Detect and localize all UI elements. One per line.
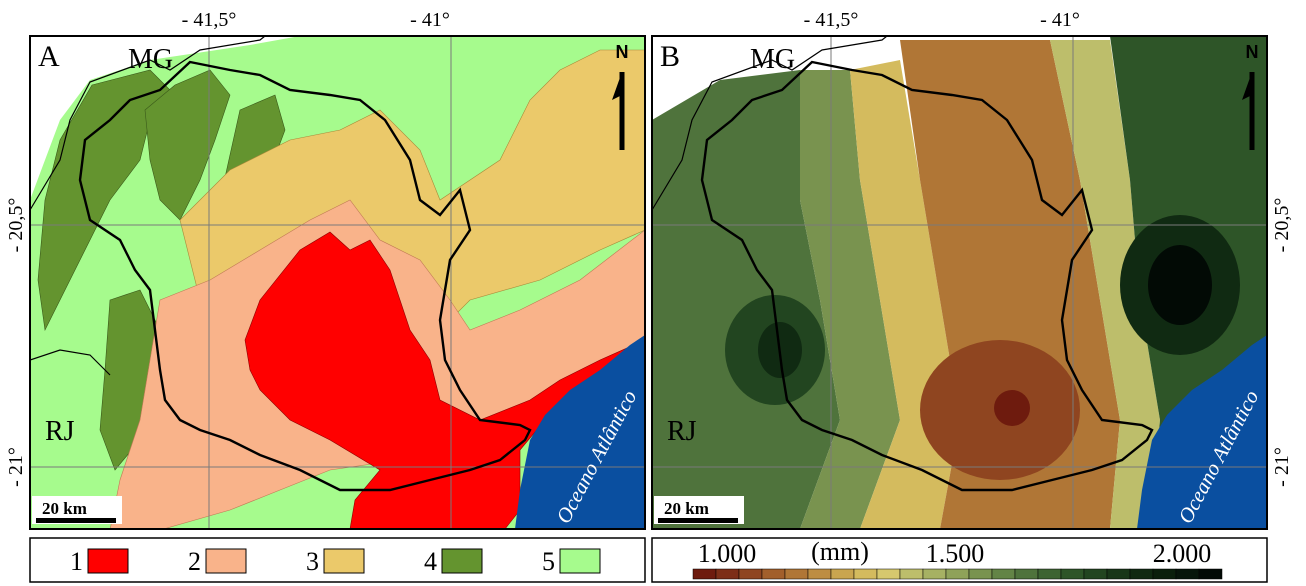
north-arrow-icon: N bbox=[612, 42, 629, 150]
panel-letter-b: B bbox=[660, 40, 680, 73]
ramp-step-7 bbox=[830, 568, 855, 580]
map-panel-a: A MG RJ N 20 km Oceano Atlântico bbox=[29, 35, 646, 530]
legend-class-swatch-5 bbox=[559, 548, 601, 574]
state-label-rj: RJ bbox=[45, 416, 75, 447]
north-label: N bbox=[616, 42, 629, 62]
precip-min-core bbox=[994, 390, 1030, 426]
ramp-step-17 bbox=[1060, 568, 1085, 580]
basin-boundary bbox=[78, 60, 532, 492]
state-label-mg: MG bbox=[128, 44, 173, 75]
ramp-step-12 bbox=[945, 568, 970, 580]
ramp-step-1 bbox=[692, 568, 717, 580]
frame-a bbox=[29, 35, 646, 530]
ramp-unit: (mm) bbox=[811, 537, 869, 566]
ocean-area-b bbox=[1137, 335, 1267, 529]
precip-band-mid-west bbox=[800, 70, 900, 529]
legend-class-label-4: 4 bbox=[424, 547, 437, 576]
ramp-step-3 bbox=[738, 568, 763, 580]
scale-bar-b: 20 km bbox=[654, 496, 744, 524]
ramp-step-6 bbox=[807, 568, 832, 580]
panel-letter-a: A bbox=[38, 40, 60, 73]
graticule-b bbox=[652, 36, 1267, 529]
tick-right-1: - 20,5° bbox=[1271, 198, 1293, 253]
legend-a: 1 2 3 4 5 bbox=[29, 537, 646, 583]
legend-class-label-2: 2 bbox=[188, 547, 201, 576]
tick-top-b-1: - 41,5° bbox=[804, 9, 859, 31]
tick-top-a-1: - 41,5° bbox=[182, 9, 237, 31]
letter-box-a bbox=[32, 38, 72, 72]
state-label-mg-b: MG bbox=[750, 44, 795, 75]
ocean-area bbox=[515, 335, 645, 529]
ramp-step-22 bbox=[1175, 568, 1200, 580]
tick-top-b-2: - 41° bbox=[1040, 9, 1080, 31]
ramp-step-10 bbox=[899, 568, 924, 580]
ramp-label-max: 2.000 bbox=[1153, 539, 1212, 568]
ramp-step-14 bbox=[991, 568, 1016, 580]
tick-left-1: - 20,5° bbox=[5, 198, 27, 253]
state-border bbox=[30, 36, 266, 211]
ramp-step-5 bbox=[784, 568, 809, 580]
graticule-a bbox=[30, 36, 645, 529]
legend-class-swatch-3 bbox=[323, 548, 365, 574]
ramp-step-4 bbox=[761, 568, 786, 580]
top-ticks: - 41,5° - 41° - 41,5° - 41° bbox=[182, 9, 1080, 31]
ramp-step-9 bbox=[876, 568, 901, 580]
ramp-step-21 bbox=[1152, 568, 1177, 580]
legend-b: 1.000 (mm) 1.500 2.000 bbox=[651, 537, 1268, 583]
map-panel-b: B MG RJ N 20 km Oceano Atlântico bbox=[651, 35, 1268, 530]
side-ticks: - 20,5° - 21° - 20,5° - 21° bbox=[5, 198, 1293, 487]
ramp-label-mid: 1.500 bbox=[926, 539, 985, 568]
tick-top-a-2: - 41° bbox=[410, 9, 450, 31]
state-label-rj-b: RJ bbox=[667, 416, 697, 447]
legend-class-label-3: 3 bbox=[306, 547, 319, 576]
tick-right-2: - 21° bbox=[1271, 447, 1293, 487]
ramp-step-15 bbox=[1014, 568, 1039, 580]
ramp-step-8 bbox=[853, 568, 878, 580]
land-class-1 bbox=[244, 231, 645, 529]
legend-class-swatch-2 bbox=[205, 548, 247, 574]
basin-boundary-b bbox=[700, 60, 1154, 492]
precip-max-east-core bbox=[1148, 245, 1212, 325]
color-ramp bbox=[692, 568, 1223, 580]
ramp-step-18 bbox=[1083, 568, 1108, 580]
ramp-step-20 bbox=[1129, 568, 1154, 580]
scale-label-a: 20 km bbox=[42, 499, 87, 518]
state-border-b bbox=[652, 36, 888, 211]
ramp-step-16 bbox=[1037, 568, 1062, 580]
north-label-b: N bbox=[1246, 42, 1259, 62]
ramp-step-13 bbox=[968, 568, 993, 580]
frame-b bbox=[651, 35, 1268, 530]
legend-class-swatch-4 bbox=[441, 548, 483, 574]
precip-band-wet-west bbox=[652, 70, 840, 529]
scale-label-b: 20 km bbox=[664, 499, 709, 518]
scale-bar-a: 20 km bbox=[32, 496, 122, 524]
tick-left-2: - 21° bbox=[5, 447, 27, 487]
ramp-step-19 bbox=[1106, 568, 1131, 580]
legend-class-label-5: 5 bbox=[542, 547, 555, 576]
north-arrow-icon-b: N bbox=[1242, 42, 1259, 150]
letter-box-b bbox=[654, 38, 694, 72]
legend-class-label-1: 1 bbox=[70, 547, 83, 576]
ramp-step-2 bbox=[715, 568, 740, 580]
ramp-step-23 bbox=[1198, 568, 1223, 580]
legend-class-swatch-1 bbox=[87, 548, 129, 574]
ramp-step-11 bbox=[922, 568, 947, 580]
ramp-label-min: 1.000 bbox=[698, 539, 757, 568]
precip-band-light-east bbox=[1050, 40, 1160, 529]
state-border-sw bbox=[30, 349, 111, 376]
